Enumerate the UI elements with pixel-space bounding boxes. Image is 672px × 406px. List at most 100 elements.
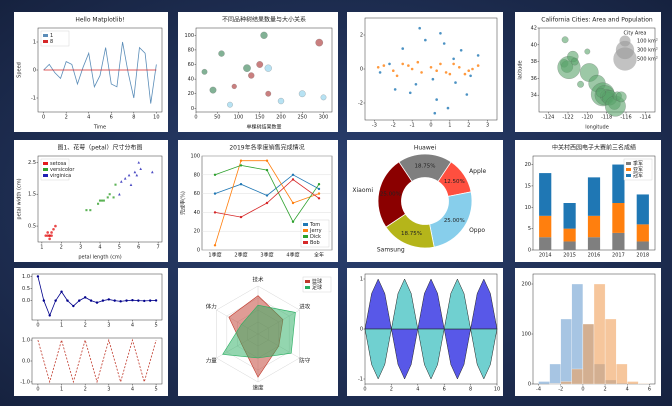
x-tick-label: 4季度 bbox=[286, 252, 299, 259]
x-tick-label: 4 bbox=[87, 115, 90, 121]
chart: 18.75% Huawei 12.50% Apple 25.00% Oppo 18.75% S… bbox=[352, 145, 486, 254]
hist-bar bbox=[571, 368, 584, 385]
marker bbox=[393, 88, 397, 91]
marker bbox=[291, 220, 295, 223]
y-tick-label: -1 bbox=[358, 377, 363, 383]
marker bbox=[239, 215, 243, 219]
x-tick-label: 3季度 bbox=[260, 252, 273, 259]
hist-bar bbox=[560, 318, 572, 385]
y-tick-label: 60 bbox=[194, 191, 200, 197]
chart-title: 2019年各季度销售完成情况 bbox=[229, 144, 304, 152]
y-tick-label: -2 bbox=[358, 101, 363, 107]
bar bbox=[539, 215, 552, 238]
chart-title: 中关村西园电子大赛前三名成绩 bbox=[552, 144, 636, 152]
slice-label: 18.75% bbox=[401, 231, 422, 237]
bar bbox=[563, 228, 576, 242]
y-tick-label: 60 bbox=[188, 62, 194, 68]
x-tick-label: 50 bbox=[214, 115, 220, 121]
marker bbox=[291, 201, 295, 205]
x-tick-label: 2014 bbox=[539, 253, 552, 259]
y-tick-label: 20 bbox=[194, 229, 200, 235]
hist-bar bbox=[616, 363, 628, 385]
marker bbox=[265, 159, 269, 162]
x-tick-label: -2 bbox=[558, 387, 563, 393]
bar bbox=[539, 237, 552, 250]
bar bbox=[587, 177, 601, 216]
marker bbox=[561, 36, 569, 44]
x-tick-label: 10 bbox=[153, 115, 159, 121]
marker bbox=[106, 196, 109, 199]
slice-label: 25.00% bbox=[444, 218, 465, 224]
marker bbox=[442, 42, 446, 45]
y-tick-label: 100 bbox=[521, 332, 531, 338]
x-tick-label: 3 bbox=[107, 323, 110, 329]
marker bbox=[139, 167, 142, 171]
marker bbox=[72, 304, 75, 308]
marker bbox=[320, 94, 327, 101]
marker bbox=[151, 170, 154, 174]
y-tick-label: 200 bbox=[521, 282, 531, 288]
y-tick-label: 15 bbox=[525, 183, 531, 189]
y-tick-label: 0.5 bbox=[28, 224, 36, 230]
x-tick-label: 5 bbox=[154, 323, 157, 329]
hist-bar bbox=[549, 383, 561, 385]
slice-label: 12.50% bbox=[444, 179, 465, 185]
bar bbox=[563, 203, 576, 229]
y-tick-label: 0 bbox=[360, 327, 363, 333]
y-tick-label: 1 bbox=[360, 277, 363, 283]
x-tick-label: 250 bbox=[297, 115, 307, 121]
x-tick-label: 2 bbox=[390, 387, 393, 393]
marker bbox=[243, 64, 251, 72]
marker bbox=[248, 72, 255, 79]
x-tick-label: 4 bbox=[98, 245, 101, 251]
marker bbox=[66, 299, 69, 302]
x-tick-label: 10 bbox=[494, 387, 500, 393]
marker bbox=[54, 224, 57, 228]
size-legend-label: 500 km² bbox=[637, 57, 658, 63]
marker bbox=[260, 31, 268, 39]
marker bbox=[264, 64, 272, 72]
marker bbox=[391, 69, 395, 72]
marker bbox=[596, 87, 606, 98]
marker bbox=[459, 49, 463, 52]
x-tick-label: 4 bbox=[626, 387, 629, 393]
legend-label: 亚军 bbox=[633, 167, 643, 173]
x-tick-label: 8 bbox=[132, 115, 135, 121]
bar bbox=[636, 194, 649, 225]
marker bbox=[452, 62, 455, 66]
marker bbox=[416, 60, 420, 64]
category-label: 技术 bbox=[252, 276, 264, 284]
legend-label: 8 bbox=[50, 39, 53, 45]
x-tick-label: 0 bbox=[36, 387, 39, 393]
y-tick-label: 20 bbox=[188, 91, 194, 97]
category-label: Samsung bbox=[377, 246, 405, 253]
bar bbox=[587, 237, 601, 250]
marker bbox=[213, 211, 217, 214]
x-tick-label: 1季度 bbox=[208, 252, 221, 259]
marker bbox=[291, 173, 295, 176]
legend-label: 季军 bbox=[633, 160, 643, 167]
y-tick-label: 42 bbox=[531, 26, 537, 32]
x-tick-label: -2 bbox=[391, 123, 396, 129]
chart: 0.0 0.5 1.0 0 1 2 3 4 5 bbox=[22, 273, 163, 329]
marker bbox=[382, 64, 386, 67]
marker bbox=[50, 231, 53, 234]
legend-label: Bob bbox=[310, 240, 320, 246]
x-tick-label: 1 bbox=[448, 123, 451, 129]
y-tick-label: 1 bbox=[33, 40, 36, 46]
marker bbox=[439, 62, 442, 66]
marker bbox=[218, 50, 225, 57]
category-label: Oppo bbox=[469, 227, 485, 234]
marker bbox=[46, 231, 49, 234]
marker bbox=[42, 299, 46, 302]
marker bbox=[133, 170, 137, 174]
marker bbox=[95, 301, 99, 304]
marker bbox=[571, 57, 579, 66]
marker bbox=[50, 234, 53, 237]
slice-label: 25.00% bbox=[380, 192, 401, 198]
marker bbox=[408, 91, 412, 95]
x-tick-label: 0 bbox=[42, 115, 45, 121]
legend-label: Tom bbox=[309, 222, 320, 228]
marker bbox=[265, 168, 269, 172]
